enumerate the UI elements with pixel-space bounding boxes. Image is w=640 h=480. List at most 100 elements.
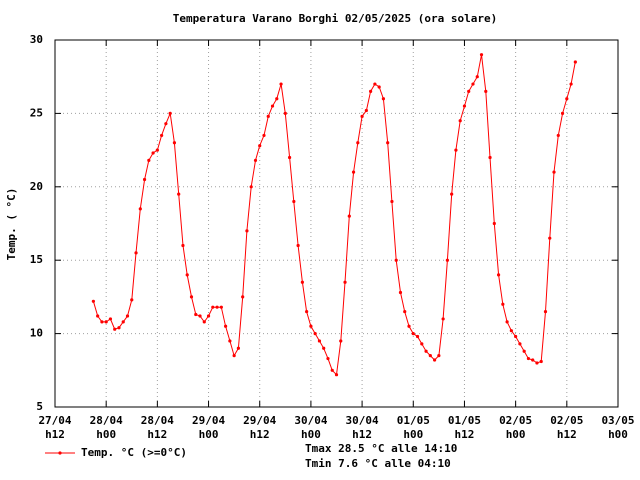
point bbox=[526, 356, 531, 361]
x-tick-label: 29/04 h00 bbox=[192, 414, 225, 441]
point bbox=[488, 155, 492, 160]
point bbox=[121, 320, 125, 324]
y-tick-label: 30 bbox=[30, 33, 43, 46]
point bbox=[403, 309, 407, 314]
y-tick-label: 25 bbox=[30, 106, 43, 119]
point bbox=[364, 108, 368, 113]
point bbox=[198, 314, 202, 318]
point bbox=[437, 354, 441, 358]
x-tick-label-line: h00 bbox=[403, 428, 423, 441]
point bbox=[164, 122, 168, 126]
point bbox=[322, 346, 326, 350]
x-tick-label-line: 02/05 bbox=[499, 414, 532, 427]
x-tick-label: 03/05 h00 bbox=[601, 414, 634, 441]
point bbox=[117, 326, 121, 330]
x-tick-label-line: 27/04 bbox=[38, 414, 71, 427]
x-tick-label: 30/04 h12 bbox=[346, 414, 379, 441]
x-tick-label-line: h12 bbox=[147, 428, 167, 441]
point bbox=[249, 185, 253, 189]
point bbox=[292, 199, 296, 204]
point bbox=[245, 229, 249, 233]
point bbox=[160, 133, 164, 138]
point bbox=[377, 85, 381, 89]
point bbox=[236, 346, 241, 350]
point bbox=[215, 305, 219, 309]
y-tick-label: 20 bbox=[30, 180, 43, 193]
x-tick-label-line: h00 bbox=[96, 428, 116, 441]
point bbox=[450, 192, 454, 196]
point bbox=[287, 155, 292, 160]
x-tick-label-line: h12 bbox=[250, 428, 270, 441]
point bbox=[130, 298, 134, 302]
point bbox=[313, 332, 317, 336]
point bbox=[224, 324, 228, 328]
point bbox=[386, 141, 390, 145]
point bbox=[108, 317, 113, 321]
point bbox=[573, 60, 577, 64]
point bbox=[475, 75, 479, 79]
point bbox=[125, 314, 130, 318]
point bbox=[552, 170, 556, 174]
point bbox=[560, 111, 565, 115]
point bbox=[415, 334, 420, 339]
point bbox=[467, 89, 471, 93]
point bbox=[441, 317, 445, 321]
point bbox=[471, 82, 475, 86]
point bbox=[509, 329, 513, 333]
legend-swatch-point bbox=[58, 451, 62, 455]
point bbox=[96, 314, 100, 318]
point bbox=[420, 342, 424, 346]
point bbox=[548, 236, 552, 240]
point bbox=[531, 358, 535, 362]
x-tick-label-line: 01/05 bbox=[397, 414, 430, 427]
point bbox=[262, 133, 266, 138]
point bbox=[356, 141, 360, 145]
x-tick-label: 01/05 h12 bbox=[448, 414, 481, 441]
legend-label: Temp. °C (>=0°C) bbox=[81, 446, 187, 459]
x-tick-label: 02/05 h00 bbox=[499, 414, 532, 441]
point bbox=[522, 349, 526, 353]
x-tick-label-line: h00 bbox=[199, 428, 219, 441]
point bbox=[206, 314, 211, 318]
x-tick-label: 01/05 h00 bbox=[397, 414, 430, 441]
point bbox=[462, 104, 467, 108]
x-tick-label-line: h00 bbox=[506, 428, 526, 441]
point bbox=[390, 199, 394, 204]
point bbox=[535, 361, 539, 365]
x-tick-label-line: h00 bbox=[608, 428, 628, 441]
point bbox=[347, 214, 351, 218]
point bbox=[351, 170, 356, 174]
point bbox=[219, 305, 223, 309]
point bbox=[113, 327, 117, 331]
point bbox=[428, 354, 432, 358]
x-tick-label: 02/05 h12 bbox=[550, 414, 583, 441]
y-axis-label: Temp. ( °C) bbox=[5, 188, 18, 261]
point bbox=[543, 309, 548, 314]
point bbox=[484, 89, 488, 93]
plot-frame bbox=[54, 39, 619, 408]
point bbox=[177, 192, 181, 196]
x-tick-label-line: 28/04 bbox=[141, 414, 174, 427]
point bbox=[300, 280, 304, 284]
point bbox=[407, 324, 411, 328]
point bbox=[151, 151, 155, 155]
x-tick-label: 28/04 h00 bbox=[90, 414, 123, 441]
point bbox=[266, 114, 270, 118]
x-tick-label-line: 29/04 bbox=[243, 414, 276, 427]
point bbox=[326, 356, 330, 361]
point bbox=[339, 339, 343, 343]
x-tick-label: 29/04 h12 bbox=[243, 414, 276, 441]
y-tick-label: 10 bbox=[30, 327, 43, 340]
point bbox=[458, 119, 462, 123]
point bbox=[394, 258, 398, 262]
x-tick-label-line: h12 bbox=[455, 428, 475, 441]
point bbox=[565, 97, 569, 101]
point bbox=[539, 359, 543, 364]
x-tick-label-line: 02/05 bbox=[550, 414, 583, 427]
point bbox=[232, 354, 236, 358]
point bbox=[556, 133, 560, 138]
chart-title: Temperatura Varano Borghi 02/05/2025 (or… bbox=[173, 12, 498, 25]
point bbox=[373, 82, 377, 86]
x-tick-label: 28/04 h12 bbox=[141, 414, 174, 441]
